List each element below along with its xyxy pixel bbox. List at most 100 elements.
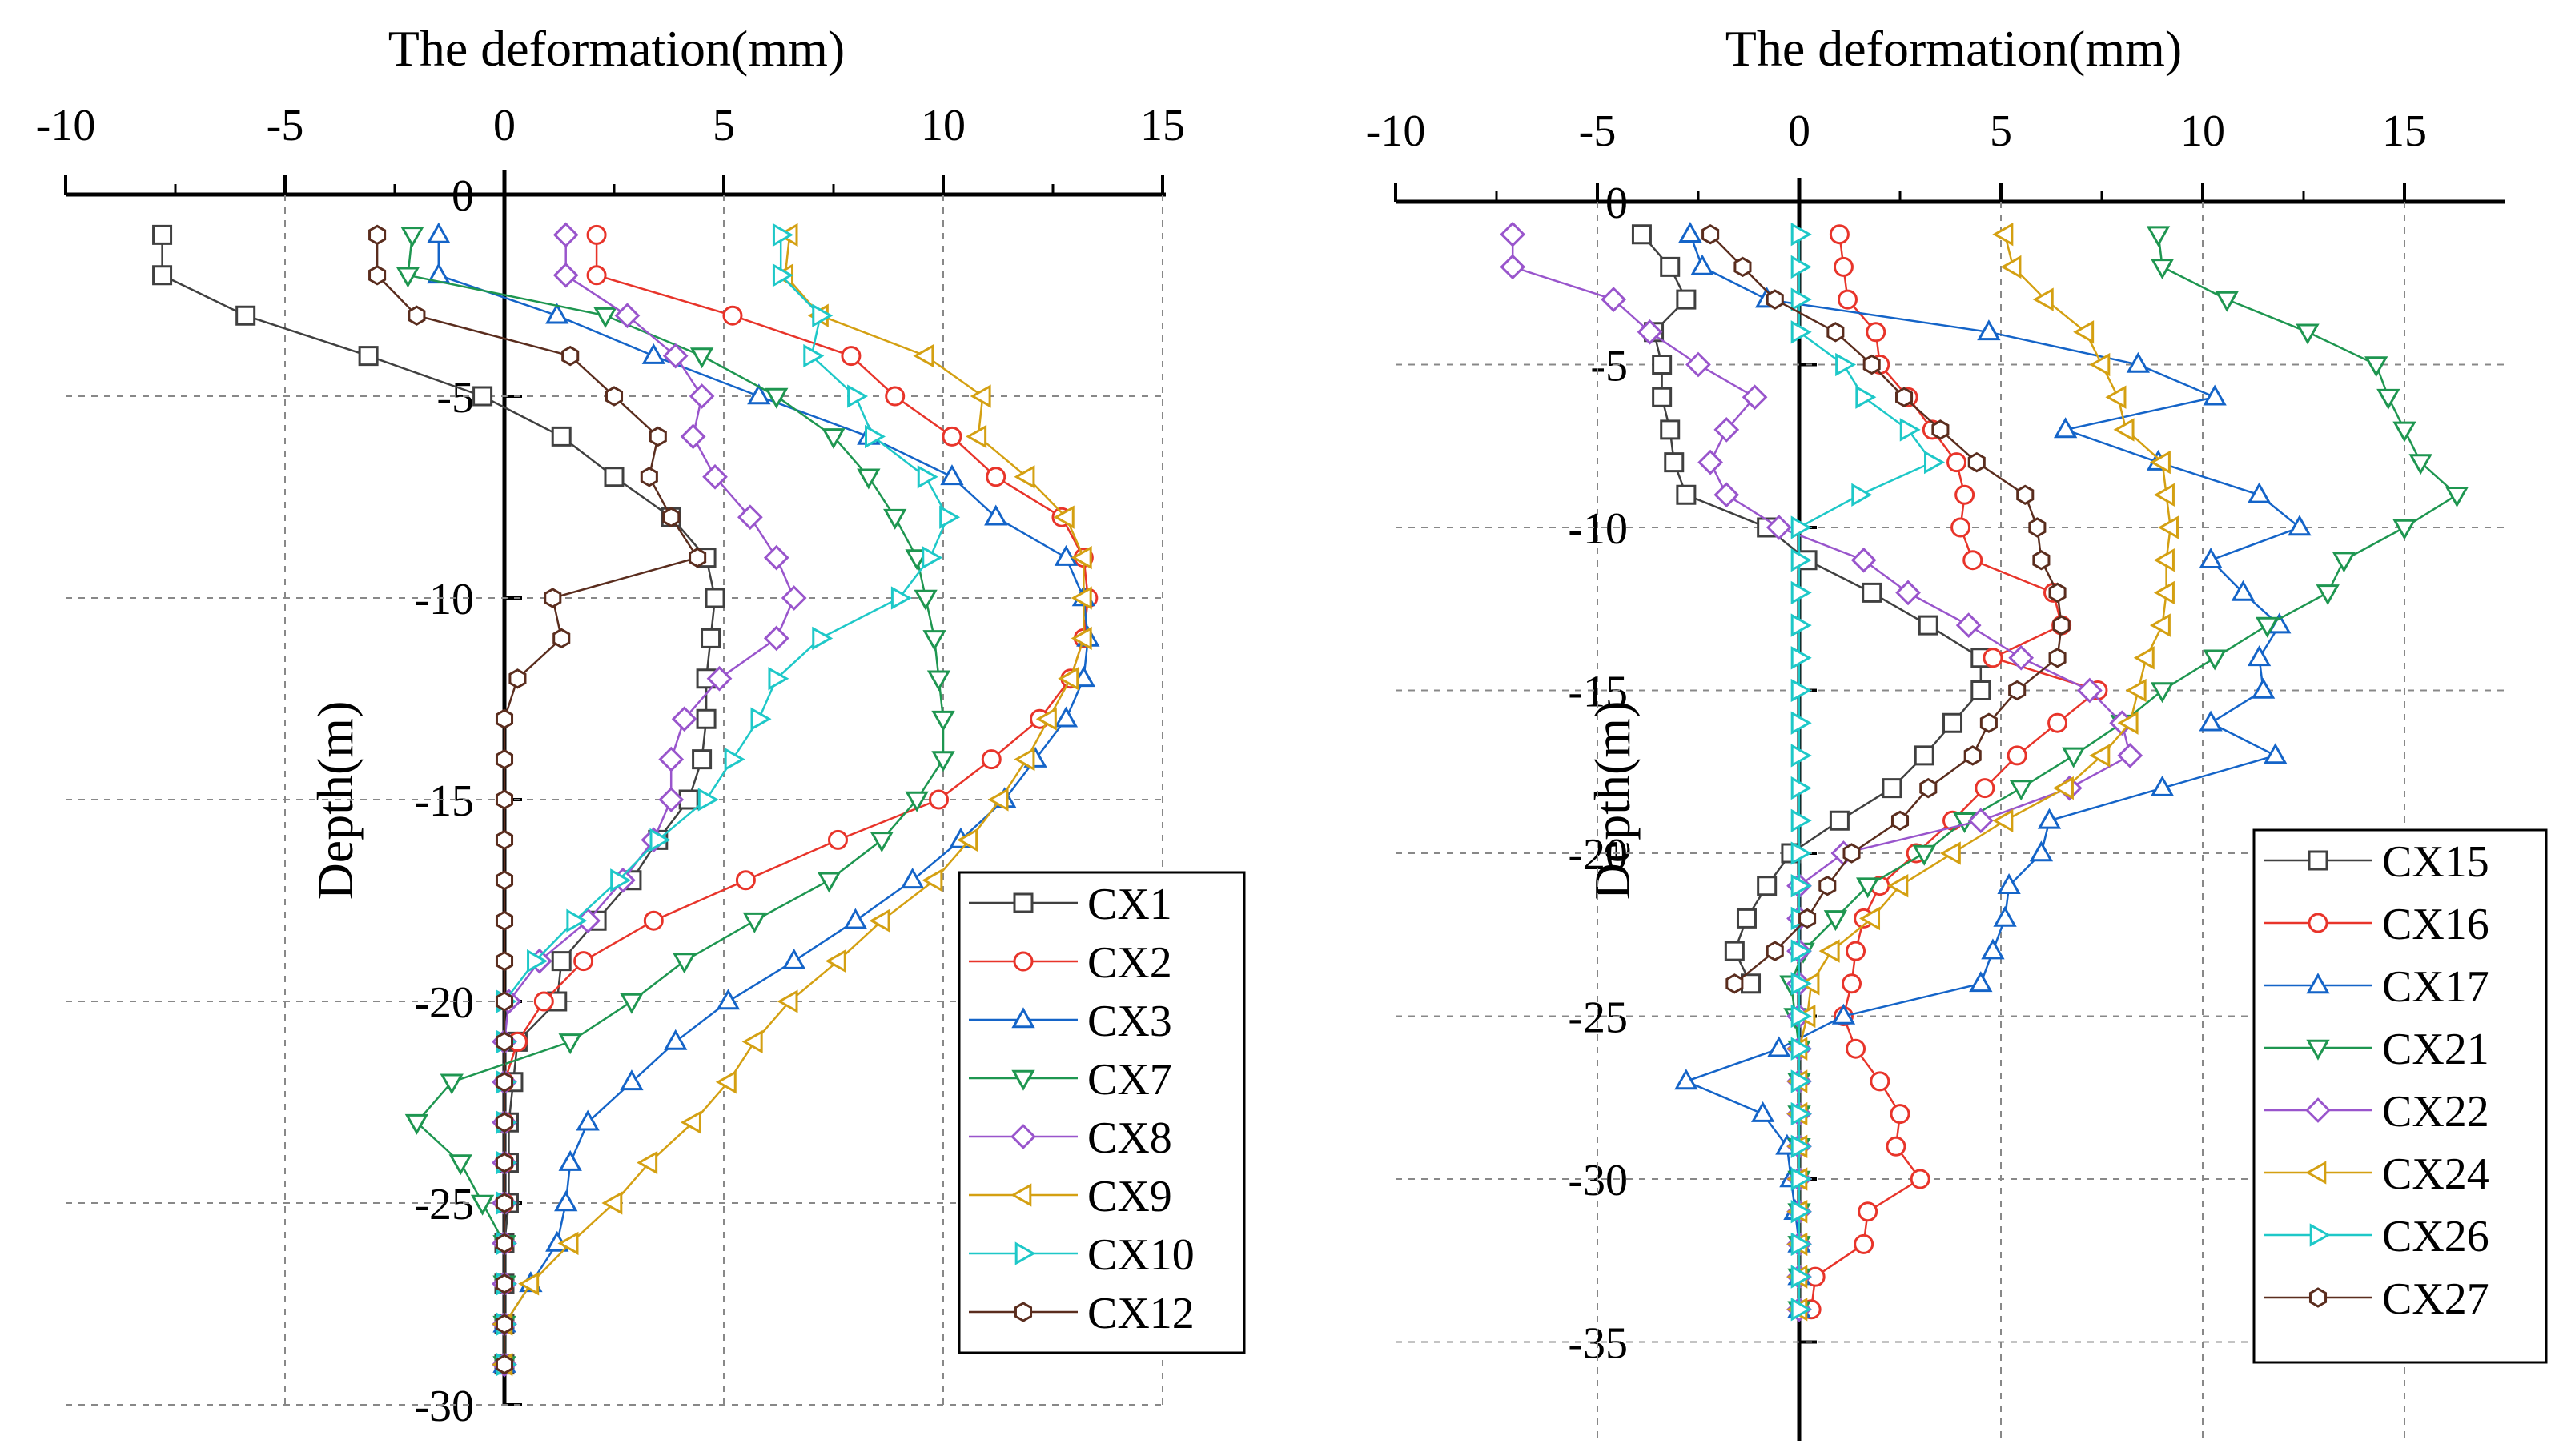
data-point bbox=[1790, 613, 1812, 637]
data-point bbox=[2150, 682, 2175, 704]
data-point bbox=[857, 468, 881, 490]
y-tick-label: -5 bbox=[436, 373, 474, 423]
data-point bbox=[696, 708, 717, 729]
left-chart: The deformation(mm) Depth(m) -10 -5 0 5 10 15… bbox=[36, 20, 1246, 1431]
series-cx12 bbox=[368, 224, 707, 1375]
data-point bbox=[2408, 454, 2432, 475]
data-point bbox=[1790, 548, 1812, 572]
legend-box bbox=[958, 871, 1246, 1354]
data-point bbox=[986, 467, 1006, 487]
x-axis-label: The deformation(mm) bbox=[388, 20, 845, 77]
data-point bbox=[1054, 544, 1079, 566]
data-point bbox=[1886, 1136, 1906, 1157]
data-point bbox=[640, 467, 658, 487]
series-cx24 bbox=[1786, 223, 2179, 1322]
data-point bbox=[495, 1152, 514, 1173]
legend-label: CX8 bbox=[1087, 1113, 1172, 1163]
data-point bbox=[673, 953, 697, 974]
data-point bbox=[557, 1231, 579, 1256]
data-point bbox=[2028, 517, 2047, 538]
data-point bbox=[552, 222, 579, 248]
data-point bbox=[692, 749, 713, 770]
data-point bbox=[1846, 1038, 1866, 1059]
data-point bbox=[2125, 678, 2147, 703]
data-point bbox=[495, 991, 514, 1012]
data-point bbox=[1818, 875, 1837, 896]
data-point bbox=[724, 747, 745, 772]
data-point bbox=[1992, 223, 2014, 247]
data-point bbox=[2153, 483, 2175, 507]
data-point bbox=[2126, 351, 2151, 373]
data-point bbox=[1851, 483, 1873, 507]
data-point bbox=[573, 951, 594, 972]
data-point bbox=[2008, 680, 2027, 701]
data-point bbox=[1826, 322, 1845, 343]
data-point bbox=[1895, 580, 1921, 606]
legend-entry: CX12 bbox=[969, 1289, 1195, 1338]
data-point bbox=[1733, 256, 1752, 278]
data-point bbox=[942, 426, 962, 447]
legend-label: CX9 bbox=[1087, 1172, 1172, 1221]
data-point bbox=[586, 224, 607, 245]
data-point bbox=[1846, 941, 1866, 961]
data-point bbox=[722, 305, 743, 326]
data-point bbox=[1790, 939, 1812, 963]
data-point bbox=[2037, 808, 2062, 829]
data-point bbox=[2146, 226, 2171, 247]
data-point bbox=[2445, 486, 2469, 508]
x-tick-label: 15 bbox=[2382, 106, 2427, 156]
data-point bbox=[1931, 419, 1950, 440]
legend-marker bbox=[2308, 850, 2328, 871]
data-point bbox=[658, 787, 685, 812]
data-point bbox=[765, 387, 789, 409]
data-point bbox=[1854, 1233, 1874, 1254]
data-point bbox=[1676, 484, 1697, 505]
legend-marker bbox=[2309, 1223, 2331, 1247]
x-tick-label: -5 bbox=[1579, 106, 1617, 156]
data-point bbox=[763, 544, 789, 571]
data-point bbox=[1713, 417, 1740, 443]
legend-marker bbox=[2308, 913, 2328, 933]
legend-entry: CX7 bbox=[969, 1055, 1172, 1105]
data-point bbox=[1955, 612, 1982, 638]
data-point bbox=[825, 949, 846, 973]
data-point bbox=[1790, 841, 1812, 865]
data-point bbox=[2016, 484, 2035, 506]
right-chart: The deformation(mm) Depth(m) -10 -5 0 5 10 15… bbox=[1366, 20, 2548, 1441]
series-line bbox=[1810, 234, 2100, 1310]
legend-label: CX24 bbox=[2382, 1149, 2489, 1199]
data-point bbox=[2332, 552, 2356, 573]
data-point bbox=[1713, 482, 1740, 508]
y-tick-label: 0 bbox=[1605, 178, 1628, 228]
data-point bbox=[495, 1112, 514, 1133]
data-point bbox=[470, 1194, 495, 1216]
data-point bbox=[803, 343, 825, 368]
data-point bbox=[984, 504, 1008, 526]
data-point bbox=[1736, 908, 1757, 929]
x-tick-label: 0 bbox=[493, 101, 516, 150]
legend-label: CX12 bbox=[1087, 1289, 1195, 1338]
data-point bbox=[561, 345, 580, 367]
data-point bbox=[649, 426, 667, 447]
data-point bbox=[1952, 812, 1977, 834]
data-point bbox=[2117, 743, 2143, 768]
series-cx7 bbox=[396, 227, 955, 1378]
data-point bbox=[939, 505, 961, 529]
data-point bbox=[614, 303, 641, 329]
data-point bbox=[448, 1154, 472, 1176]
data-point bbox=[772, 223, 793, 247]
data-point bbox=[1899, 418, 1921, 442]
legend-marker bbox=[2305, 1161, 2327, 1185]
legend-marker bbox=[1014, 1241, 1036, 1265]
data-point bbox=[1766, 515, 1792, 540]
data-point bbox=[689, 547, 707, 568]
legend-marker bbox=[1010, 1183, 1032, 1207]
data-point bbox=[2153, 548, 2175, 572]
data-point bbox=[1637, 319, 1663, 345]
legend-entry: CX9 bbox=[969, 1172, 1172, 1221]
data-point bbox=[2203, 384, 2227, 406]
data-point bbox=[1678, 221, 1702, 243]
data-point bbox=[396, 267, 420, 288]
data-point bbox=[2153, 580, 2175, 605]
data-point bbox=[1725, 973, 1744, 994]
